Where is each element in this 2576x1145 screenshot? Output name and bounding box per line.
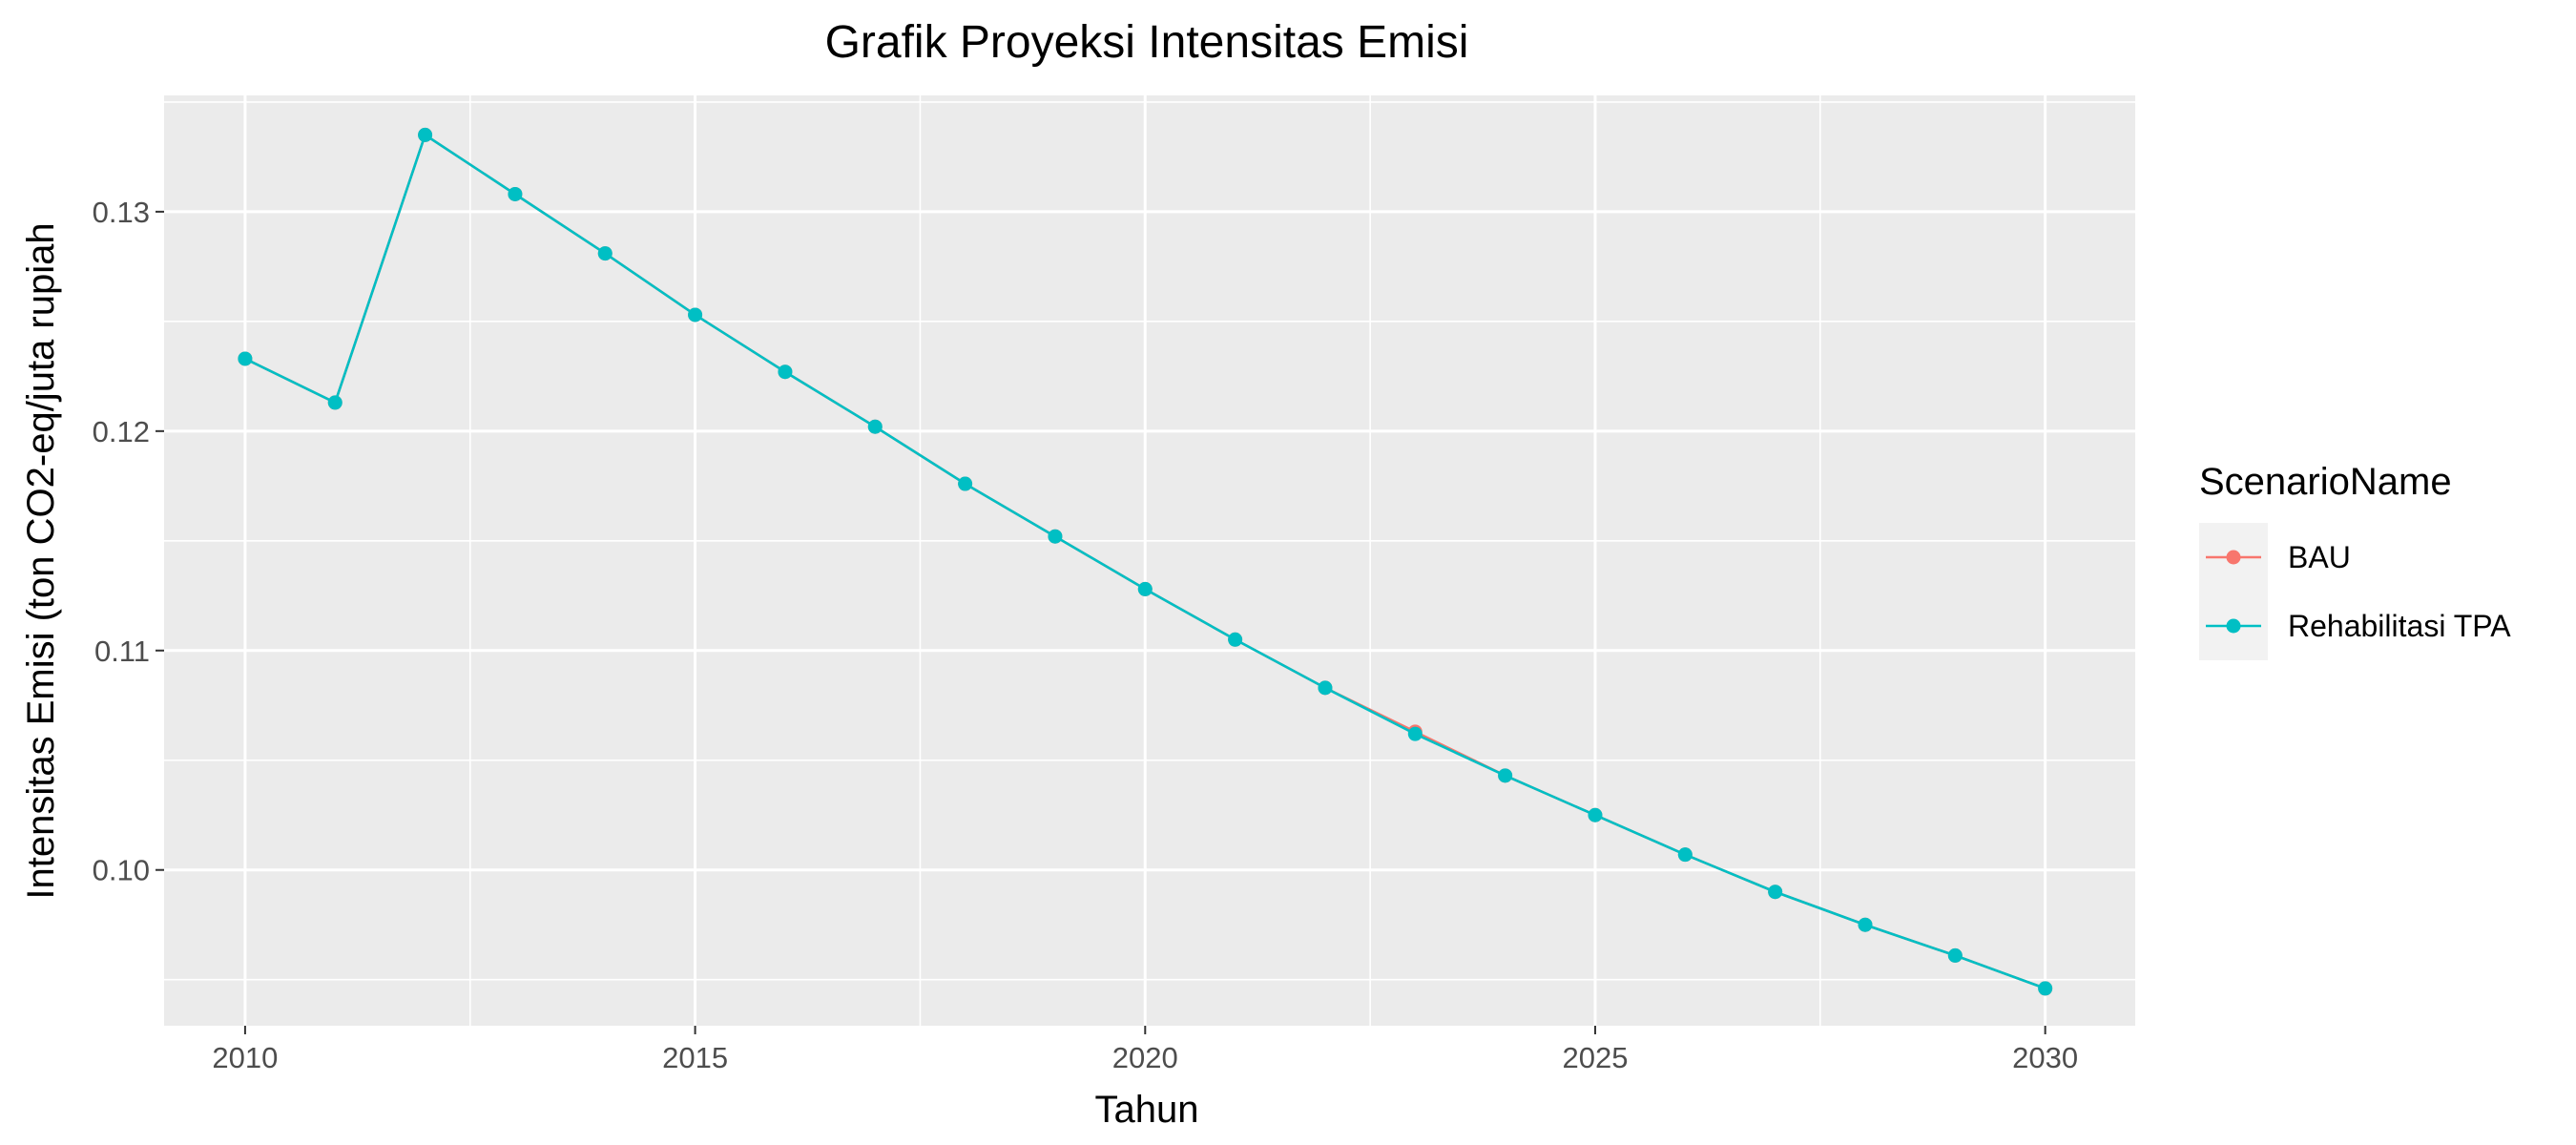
data-point: [238, 351, 253, 366]
x-tick-label: 2010: [212, 1041, 278, 1074]
data-point: [418, 127, 433, 142]
data-point: [1768, 885, 1783, 900]
data-point: [1858, 917, 1873, 932]
legend: ScenarioName BAU Rehabilitasi TPA: [2199, 461, 2511, 660]
x-tick-label: 2030: [2012, 1041, 2078, 1074]
y-tick-label: 0.10: [93, 854, 150, 887]
data-point: [2038, 981, 2053, 996]
y-axis: 0.10 0.11 0.12 0.13: [93, 196, 164, 887]
data-point: [778, 364, 793, 380]
data-point: [1947, 947, 1963, 963]
data-point: [327, 395, 343, 410]
data-point: [1318, 680, 1333, 696]
legend-label: BAU: [2288, 540, 2351, 574]
data-point: [958, 476, 973, 491]
chart-title: Grafik Proyeksi Intensitas Emisi: [825, 17, 1469, 68]
legend-items: BAU Rehabilitasi TPA: [2199, 523, 2511, 660]
grid-lines: [164, 95, 2135, 1026]
data-point: [867, 419, 883, 434]
data-point: [1588, 807, 1603, 822]
y-axis-title: Intensitas Emisi (ton CO2-eq/juta rupiah: [20, 222, 62, 899]
legend-item: Rehabilitasi TPA: [2199, 592, 2511, 660]
legend-key-point: [2226, 618, 2241, 634]
data-point: [1048, 529, 1063, 544]
data-point: [1498, 768, 1513, 783]
data-point: [1407, 726, 1423, 741]
data-point: [688, 307, 703, 323]
data-point: [1137, 581, 1153, 596]
x-axis: 2010 2015 2020 2025 2030: [212, 1026, 2078, 1074]
data-point: [508, 186, 523, 201]
series-lines: [238, 127, 2053, 996]
legend-title: ScenarioName: [2199, 461, 2452, 503]
legend-item: BAU: [2199, 523, 2351, 592]
x-axis-title: Tahun: [1095, 1089, 1199, 1131]
panel-background: [164, 95, 2135, 1026]
data-point: [597, 246, 613, 261]
data-point: [1228, 632, 1243, 647]
x-tick-label: 2025: [1562, 1041, 1628, 1074]
x-tick-label: 2015: [662, 1041, 728, 1074]
legend-key-point: [2226, 550, 2241, 565]
y-tick-label: 0.12: [93, 415, 150, 448]
legend-label: Rehabilitasi TPA: [2288, 609, 2511, 643]
plot-panel: [164, 95, 2135, 1026]
y-tick-label: 0.11: [94, 635, 150, 668]
y-tick-label: 0.13: [93, 196, 150, 229]
data-point: [1677, 847, 1693, 863]
series-2: [238, 127, 2053, 996]
x-tick-label: 2020: [1112, 1041, 1178, 1074]
